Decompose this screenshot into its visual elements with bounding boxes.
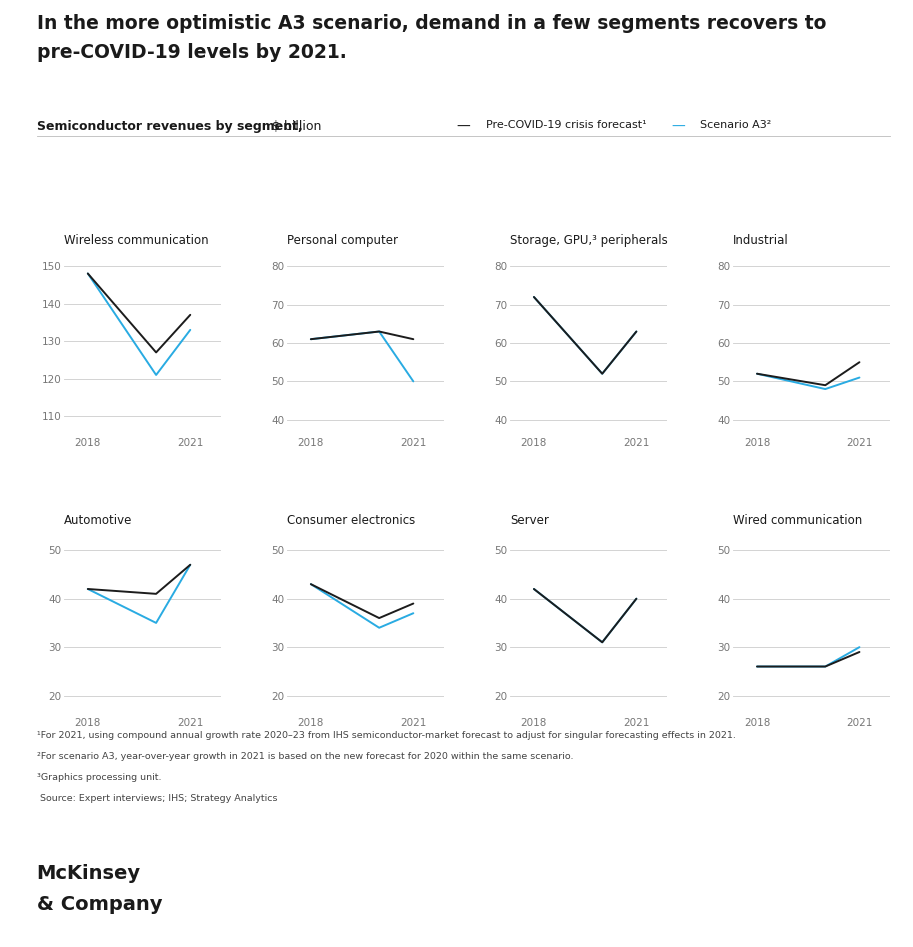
Text: Source: Expert interviews; IHS; Strategy Analytics: Source: Expert interviews; IHS; Strategy… <box>37 794 277 803</box>
Text: ¹For 2021, using compound annual growth rate 2020–23 from IHS semiconductor-mark: ¹For 2021, using compound annual growth … <box>37 731 735 741</box>
Text: Industrial: Industrial <box>733 234 789 247</box>
Text: Wired communication: Wired communication <box>733 514 863 527</box>
Text: $ billion: $ billion <box>268 120 320 134</box>
Text: McKinsey: McKinsey <box>37 864 141 883</box>
Text: Pre-COVID-19 crisis forecast¹: Pre-COVID-19 crisis forecast¹ <box>486 120 646 131</box>
Text: & Company: & Company <box>37 895 162 914</box>
Text: ³Graphics processing unit.: ³Graphics processing unit. <box>37 773 161 782</box>
Text: Personal computer: Personal computer <box>287 234 398 247</box>
Text: pre-COVID-19 levels by 2021.: pre-COVID-19 levels by 2021. <box>37 43 346 62</box>
Text: Server: Server <box>510 514 549 527</box>
Text: ²For scenario A3, year-over-year growth in 2021 is based on the new forecast for: ²For scenario A3, year-over-year growth … <box>37 752 573 761</box>
Text: Wireless communication: Wireless communication <box>64 234 208 247</box>
Text: Automotive: Automotive <box>64 514 132 527</box>
Text: In the more optimistic A3 scenario, demand in a few segments recovers to: In the more optimistic A3 scenario, dema… <box>37 14 826 33</box>
Text: —: — <box>671 120 685 134</box>
Text: Storage, GPU,³ peripherals: Storage, GPU,³ peripherals <box>510 234 667 247</box>
Text: —: — <box>456 120 470 134</box>
Text: Semiconductor revenues by segment,: Semiconductor revenues by segment, <box>37 120 302 134</box>
Text: Scenario A3²: Scenario A3² <box>700 120 771 131</box>
Text: Consumer electronics: Consumer electronics <box>287 514 415 527</box>
